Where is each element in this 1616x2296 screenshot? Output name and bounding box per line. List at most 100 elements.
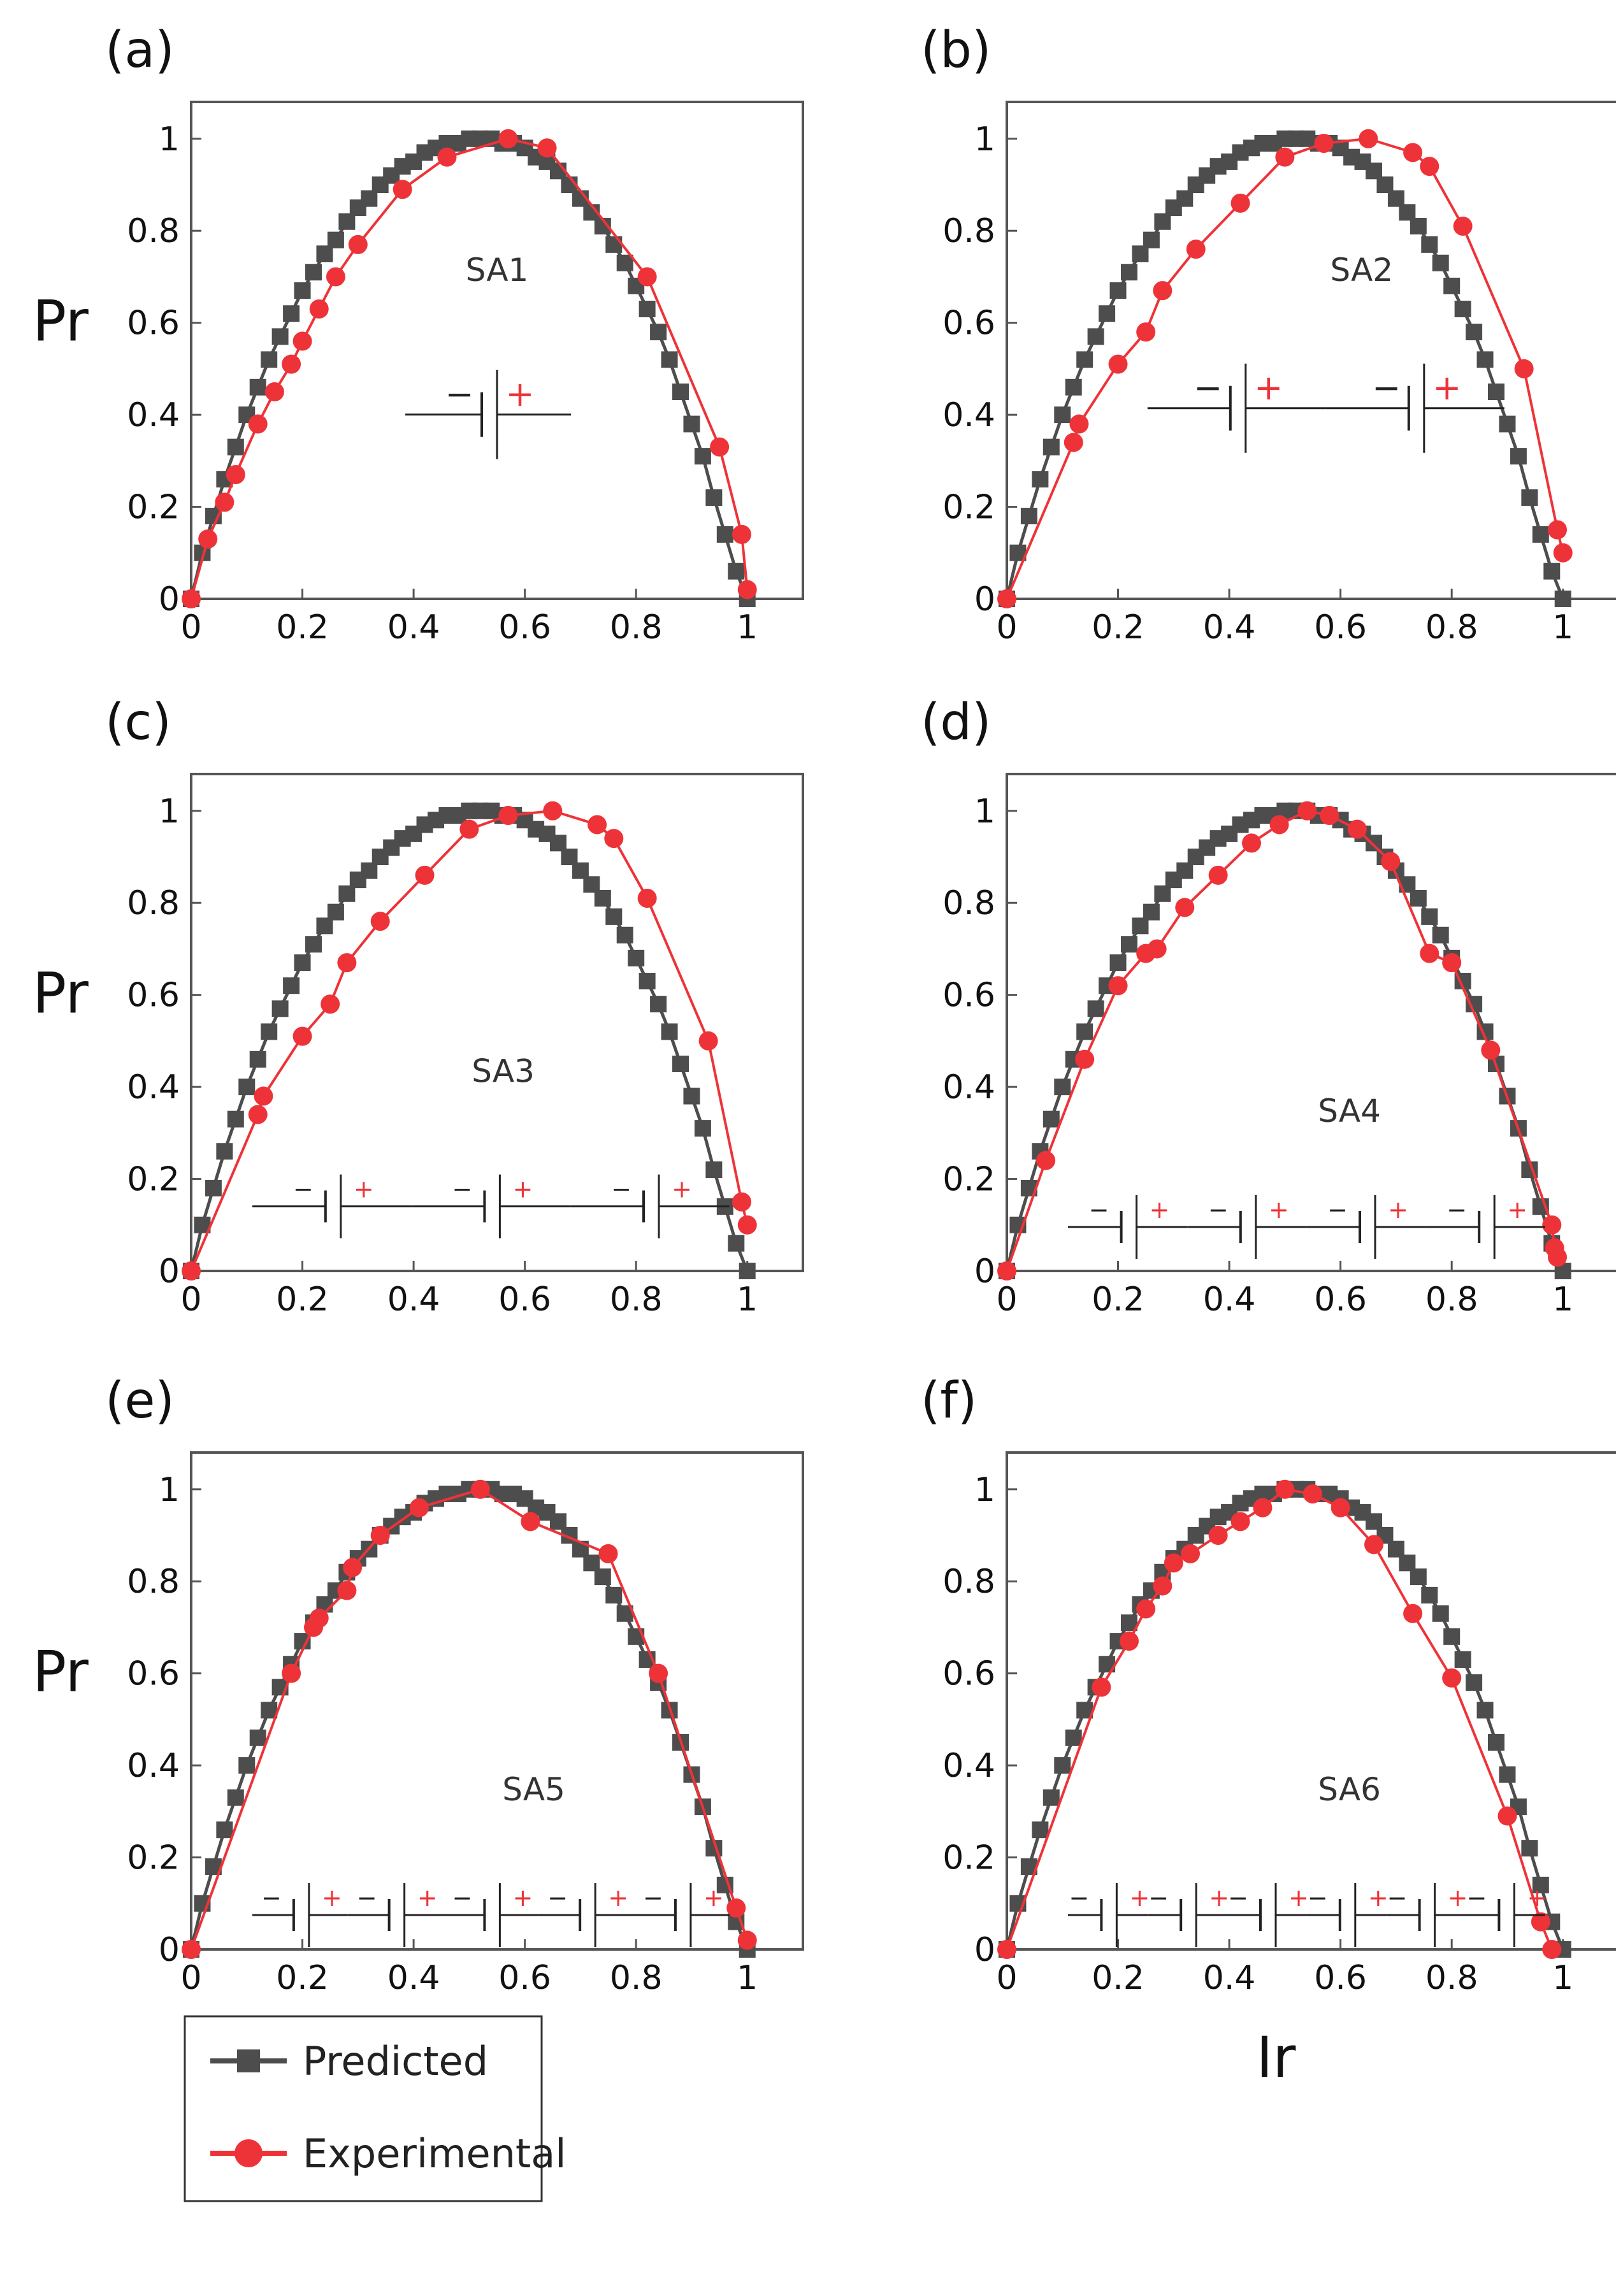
x-tick-label: 0.6 [498,1959,551,1997]
data-point-predicted [327,231,344,248]
data-point-experimental [588,815,607,835]
data-point-experimental [997,1261,1016,1281]
x-tick-label: 1 [1552,1281,1573,1319]
data-point-predicted [694,1120,711,1137]
data-point-predicted [1132,245,1149,262]
data-point-predicted [1410,890,1427,907]
data-point-predicted [672,1056,689,1072]
minus-sign: − [293,1175,314,1203]
data-point-predicted [1032,471,1049,488]
data-point-predicted [1454,1651,1471,1668]
data-point-experimental [521,1512,540,1532]
series-line-predicted [189,137,749,599]
data-point-predicted [1421,908,1438,925]
data-point-experimental [248,414,268,434]
y-tick-label: 0.4 [942,1068,995,1107]
plus-sign: + [608,1884,628,1912]
data-point-predicted [1054,406,1071,424]
data-point-predicted [327,903,344,921]
data-point-experimental [309,1609,329,1628]
data-point-predicted [1076,351,1093,368]
data-point-experimental [737,1215,757,1235]
minus-sign: − [1148,1884,1169,1912]
plus-sign: + [672,1175,692,1203]
data-point-predicted [683,415,700,433]
minus-sign: − [452,1884,472,1912]
series-line-experimental [1006,1488,1554,1950]
data-point-experimental [182,589,201,608]
data-point-experimental [1069,414,1089,434]
data-point-predicted [1510,448,1527,465]
data-point-experimental [1542,1215,1562,1235]
data-point-experimental [309,299,329,319]
chart-panel-a: (a) 0 0.2 0.4 0.6 0.8 1 0 0.2 0.4 0.6 0.8 1 Pr SA1 − + [32,22,804,647]
y-tick-label: 0.8 [127,212,180,250]
data-point-predicted [227,438,244,456]
data-point-predicted [1109,282,1127,299]
data-point-predicted [1476,1702,1494,1719]
x-tick-label: 1 [737,1281,758,1319]
y-tick-label: 0.6 [942,977,995,1015]
cell-schematic: − + − + − + [252,1174,730,1238]
data-point-experimental [537,138,557,158]
y-tick-label: 0.6 [942,1655,995,1693]
y-tick-label: 0.4 [127,396,180,434]
minus-sign: − [1208,1196,1229,1224]
x-tick-label: 0.8 [610,1281,663,1319]
y-tick-label: 0.6 [127,977,180,1015]
data-point-experimental [1420,944,1439,963]
data-point-experimental [726,1898,746,1918]
y-tick-label: 1 [159,120,180,159]
cell-schematic: − + − + − + − + − + [252,1883,730,1947]
plus-sign: + [1254,368,1283,408]
data-point-experimental [1230,1512,1250,1532]
data-point-experimental [1514,359,1534,378]
data-point-experimental [1036,1151,1056,1170]
data-point-predicted [1076,1023,1093,1040]
x-tick-label: 0.2 [1092,1959,1144,1997]
plus-sign: + [1150,1196,1170,1224]
data-point-predicted [1421,1586,1438,1604]
data-point-experimental [637,267,657,287]
data-point-experimental [226,465,245,484]
legend-marker-circle [234,2139,263,2167]
data-point-predicted [1132,917,1149,935]
data-point-predicted [283,305,300,322]
minus-sign: − [357,1884,377,1912]
data-point-experimental [1230,193,1250,213]
y-tick-label: 0.4 [942,396,995,434]
data-point-experimental [1208,1526,1228,1545]
plus-sign: + [1209,1884,1229,1912]
data-point-predicted [1488,384,1504,400]
data-point-predicted [716,526,733,543]
y-axis-title: Pr [32,1639,89,1704]
panel-label: (f) [921,1372,977,1430]
data-point-experimental [1381,852,1401,872]
series-experimental [182,801,757,1281]
data-point-experimental [498,129,518,148]
data-point-predicted [1042,438,1060,456]
data-point-predicted [638,973,656,989]
data-point-experimental [1403,1604,1423,1623]
data-point-predicted [694,448,711,465]
plus-sign: + [1368,1884,1389,1912]
y-tick-label: 0.2 [942,1161,995,1199]
x-tick-label: 0.8 [1425,1281,1478,1319]
x-tick-label: 0.2 [1092,608,1144,647]
data-point-predicted [1466,1674,1483,1691]
y-tick-label: 0.8 [942,884,995,922]
data-point-predicted [316,917,333,935]
x-tick-label: 0.2 [276,608,329,647]
data-point-experimental [1253,1498,1273,1518]
x-tick-label: 0.4 [1203,1281,1256,1319]
data-point-predicted [1466,324,1483,341]
plus-sign: + [1448,1884,1468,1912]
cell-schematic: − + − + [1147,363,1504,453]
y-tick-label: 0.4 [127,1747,180,1785]
data-point-predicted [1042,1789,1060,1806]
data-point-predicted [1488,1734,1504,1751]
y-tick-label: 0.4 [942,1747,995,1785]
data-point-predicted [1154,885,1171,902]
series-line-experimental [1006,137,1564,599]
data-point-predicted [728,563,745,580]
